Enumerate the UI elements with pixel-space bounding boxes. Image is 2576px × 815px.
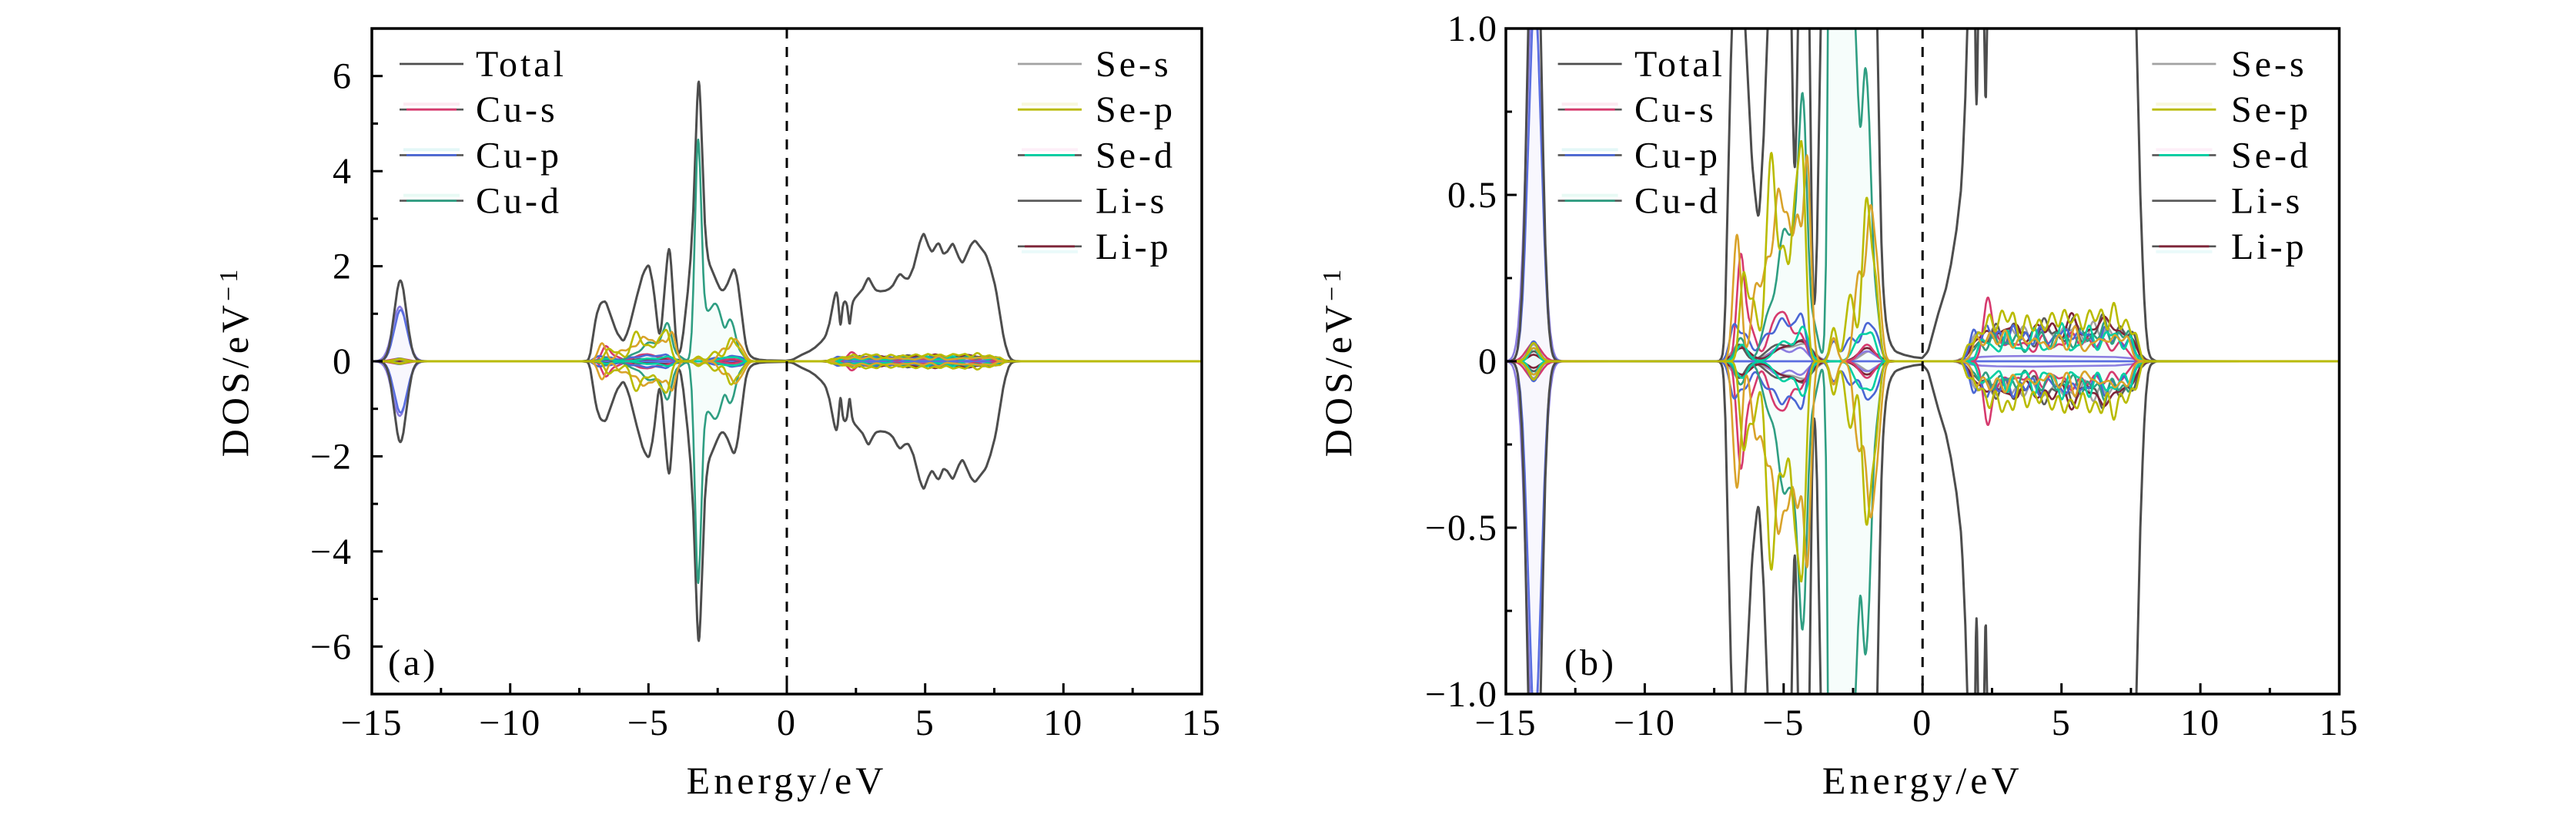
svg-text:−2: −2 (310, 436, 353, 477)
svg-text:Total: Total (1634, 44, 1725, 85)
svg-text:6: 6 (333, 56, 353, 97)
svg-text:Se-p: Se-p (2231, 89, 2311, 130)
svg-text:Li-s: Li-s (1096, 181, 1167, 222)
svg-text:0: 0 (333, 341, 353, 382)
svg-text:Energy/eV: Energy/eV (1822, 759, 2023, 802)
svg-text:−10: −10 (1614, 703, 1676, 743)
svg-text:−15: −15 (340, 703, 403, 743)
svg-text:Cu-s: Cu-s (476, 89, 558, 130)
svg-text:−0.5: −0.5 (1425, 508, 1498, 548)
svg-text:4: 4 (333, 151, 353, 192)
svg-text:15: 15 (1182, 703, 1222, 743)
svg-text:DOS/eV−1: DOS/eV−1 (1316, 266, 1360, 457)
svg-text:0: 0 (1478, 341, 1498, 382)
svg-text:Cu-d: Cu-d (1634, 181, 1721, 222)
svg-text:Li-p: Li-p (1096, 226, 1172, 267)
svg-text:1.0: 1.0 (1447, 8, 1498, 49)
svg-text:−6: −6 (310, 626, 353, 667)
svg-text:0: 0 (777, 703, 797, 743)
svg-text:Cu-p: Cu-p (476, 135, 562, 176)
svg-text:−15: −15 (1474, 703, 1537, 743)
svg-text:Cu-s: Cu-s (1634, 89, 1717, 130)
svg-text:−5: −5 (627, 703, 670, 743)
svg-text:Energy/eV: Energy/eV (687, 759, 888, 802)
svg-text:−5: −5 (1762, 703, 1805, 743)
svg-text:Se-s: Se-s (1096, 44, 1172, 85)
svg-text:2: 2 (333, 247, 353, 287)
svg-text:(a): (a) (388, 642, 438, 683)
svg-text:0.5: 0.5 (1447, 175, 1498, 216)
svg-text:5: 5 (2052, 703, 2072, 743)
svg-text:Se-d: Se-d (2231, 135, 2311, 176)
svg-text:Cu-d: Cu-d (476, 181, 562, 222)
svg-text:15: 15 (2320, 703, 2360, 743)
svg-text:Li-p: Li-p (2231, 226, 2307, 267)
svg-text:−4: −4 (310, 532, 353, 572)
svg-text:−10: −10 (479, 703, 541, 743)
svg-text:0: 0 (1912, 703, 1932, 743)
svg-text:Se-p: Se-p (1096, 89, 1176, 130)
svg-text:10: 10 (2180, 703, 2220, 743)
svg-text:5: 5 (915, 703, 935, 743)
svg-text:Li-s: Li-s (2231, 181, 2303, 222)
svg-text:10: 10 (1043, 703, 1083, 743)
svg-text:Se-d: Se-d (1096, 135, 1176, 176)
svg-text:Cu-p: Cu-p (1634, 135, 1721, 176)
svg-text:(b): (b) (1564, 642, 1617, 683)
svg-text:Total: Total (476, 44, 567, 85)
svg-text:−1.0: −1.0 (1425, 674, 1498, 715)
svg-text:Se-s: Se-s (2231, 44, 2307, 85)
